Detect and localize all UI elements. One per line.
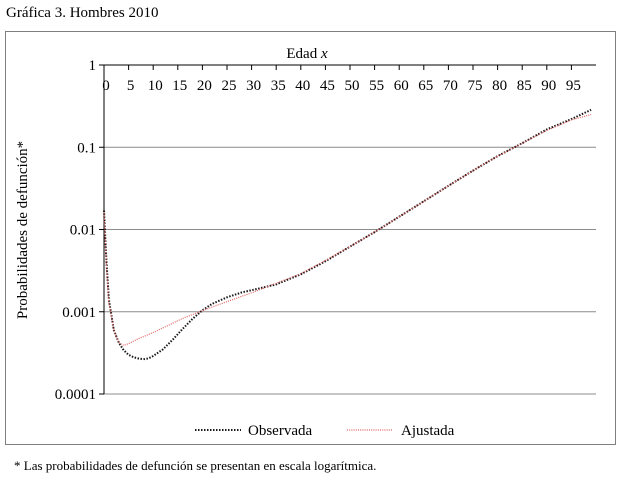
y-tick-label: 0.1 bbox=[77, 140, 96, 156]
x-tick-label: 85 bbox=[517, 78, 532, 94]
y-tick-label: 0.01 bbox=[70, 223, 96, 239]
x-tick-label: 65 bbox=[418, 78, 433, 94]
y-tick-label: 0.0001 bbox=[55, 387, 96, 403]
series-line-ajustada bbox=[103, 113, 592, 347]
x-tick-label: 60 bbox=[394, 78, 409, 94]
x-tick-label: 25 bbox=[222, 78, 237, 94]
x-tick-label: 75 bbox=[468, 78, 483, 94]
x-axis-label-text: Edad bbox=[286, 46, 317, 62]
x-tick-label: 90 bbox=[541, 78, 556, 94]
x-tick-label: 95 bbox=[566, 78, 581, 94]
legend-label-observada: Observada bbox=[248, 423, 312, 439]
tick-labels: 1 0.1 0.01 0.001 0.0001 0 5 10 15 20 25 30 35 40 45 50 5… bbox=[55, 58, 581, 403]
x-tick-label: 0 bbox=[102, 78, 110, 94]
y-tick-label: 0.001 bbox=[62, 305, 96, 321]
x-tick-label: 45 bbox=[320, 78, 335, 94]
x-tick-label: 50 bbox=[345, 78, 360, 94]
x-tick-label: 15 bbox=[172, 78, 187, 94]
x-tick-label: 70 bbox=[443, 78, 458, 94]
x-tick-label: 40 bbox=[295, 78, 310, 94]
footnote: * Las probabilidades de defunción se pre… bbox=[14, 458, 377, 473]
x-tick-label: 30 bbox=[246, 78, 261, 94]
y-tick-label: 1 bbox=[89, 58, 97, 74]
x-axis-label-var: x bbox=[320, 46, 328, 62]
x-tick-label: 55 bbox=[369, 78, 384, 94]
x-tick-label: 80 bbox=[492, 78, 507, 94]
chart-frame bbox=[5, 31, 616, 445]
x-axis-label: Edad x bbox=[286, 46, 328, 62]
x-tick-label: 10 bbox=[148, 78, 163, 94]
x-tick-label: 35 bbox=[271, 78, 286, 94]
gridlines bbox=[104, 64, 596, 395]
legend-label-ajustada: Ajustada bbox=[401, 423, 455, 439]
x-tick-label: 5 bbox=[127, 78, 135, 94]
y-axis-label: Probabilidades de defunción* bbox=[15, 141, 31, 319]
x-tick-label: 20 bbox=[197, 78, 212, 94]
legend: Observada Ajustada bbox=[195, 423, 455, 439]
series-lines bbox=[103, 108, 592, 361]
series-line-observada bbox=[103, 108, 592, 361]
figure-title: Gráfica 3. Hombres 2010 bbox=[6, 5, 159, 21]
